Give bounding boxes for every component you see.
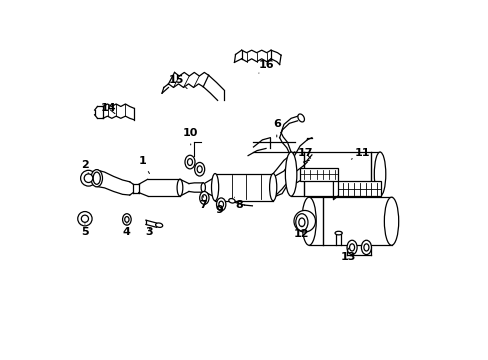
Ellipse shape — [228, 199, 235, 203]
Text: 14: 14 — [100, 103, 116, 114]
Text: 11: 11 — [351, 148, 370, 159]
Text: 6: 6 — [272, 120, 280, 137]
Text: 12: 12 — [293, 226, 309, 239]
Ellipse shape — [91, 170, 102, 187]
Ellipse shape — [363, 244, 368, 251]
Ellipse shape — [285, 152, 296, 196]
Ellipse shape — [269, 174, 276, 201]
Ellipse shape — [298, 218, 305, 226]
Text: 17: 17 — [297, 148, 313, 158]
Text: 3: 3 — [145, 227, 153, 237]
Ellipse shape — [155, 223, 163, 228]
Ellipse shape — [297, 114, 304, 122]
Ellipse shape — [197, 166, 202, 173]
Text: 7: 7 — [199, 196, 207, 210]
Ellipse shape — [361, 240, 371, 255]
Circle shape — [84, 174, 93, 183]
Ellipse shape — [93, 172, 100, 184]
Ellipse shape — [346, 240, 356, 255]
Bar — [300, 168, 337, 181]
Ellipse shape — [301, 197, 316, 245]
Text: 4: 4 — [122, 224, 130, 237]
Text: 2: 2 — [81, 160, 89, 174]
Ellipse shape — [373, 152, 385, 196]
Text: 5: 5 — [81, 224, 88, 237]
Circle shape — [78, 212, 92, 226]
Ellipse shape — [384, 197, 398, 245]
Text: 15: 15 — [168, 75, 187, 89]
Ellipse shape — [202, 195, 206, 201]
Ellipse shape — [334, 231, 342, 235]
Ellipse shape — [177, 179, 183, 196]
Text: 9: 9 — [215, 202, 223, 216]
Text: 8: 8 — [234, 197, 243, 210]
Ellipse shape — [349, 244, 354, 251]
Ellipse shape — [219, 201, 223, 208]
Text: 16: 16 — [258, 60, 273, 73]
Text: 1: 1 — [138, 156, 149, 174]
Circle shape — [81, 215, 88, 222]
Circle shape — [81, 170, 96, 186]
Ellipse shape — [124, 217, 129, 222]
Ellipse shape — [293, 211, 315, 232]
Ellipse shape — [201, 183, 205, 192]
Ellipse shape — [211, 174, 218, 201]
Bar — [337, 181, 380, 196]
Text: 10: 10 — [183, 129, 198, 145]
Ellipse shape — [184, 155, 195, 169]
Ellipse shape — [194, 162, 204, 176]
Ellipse shape — [122, 214, 131, 225]
Ellipse shape — [216, 198, 225, 211]
Ellipse shape — [199, 192, 208, 204]
Ellipse shape — [295, 214, 307, 231]
Text: 13: 13 — [340, 248, 355, 262]
Ellipse shape — [187, 159, 192, 166]
